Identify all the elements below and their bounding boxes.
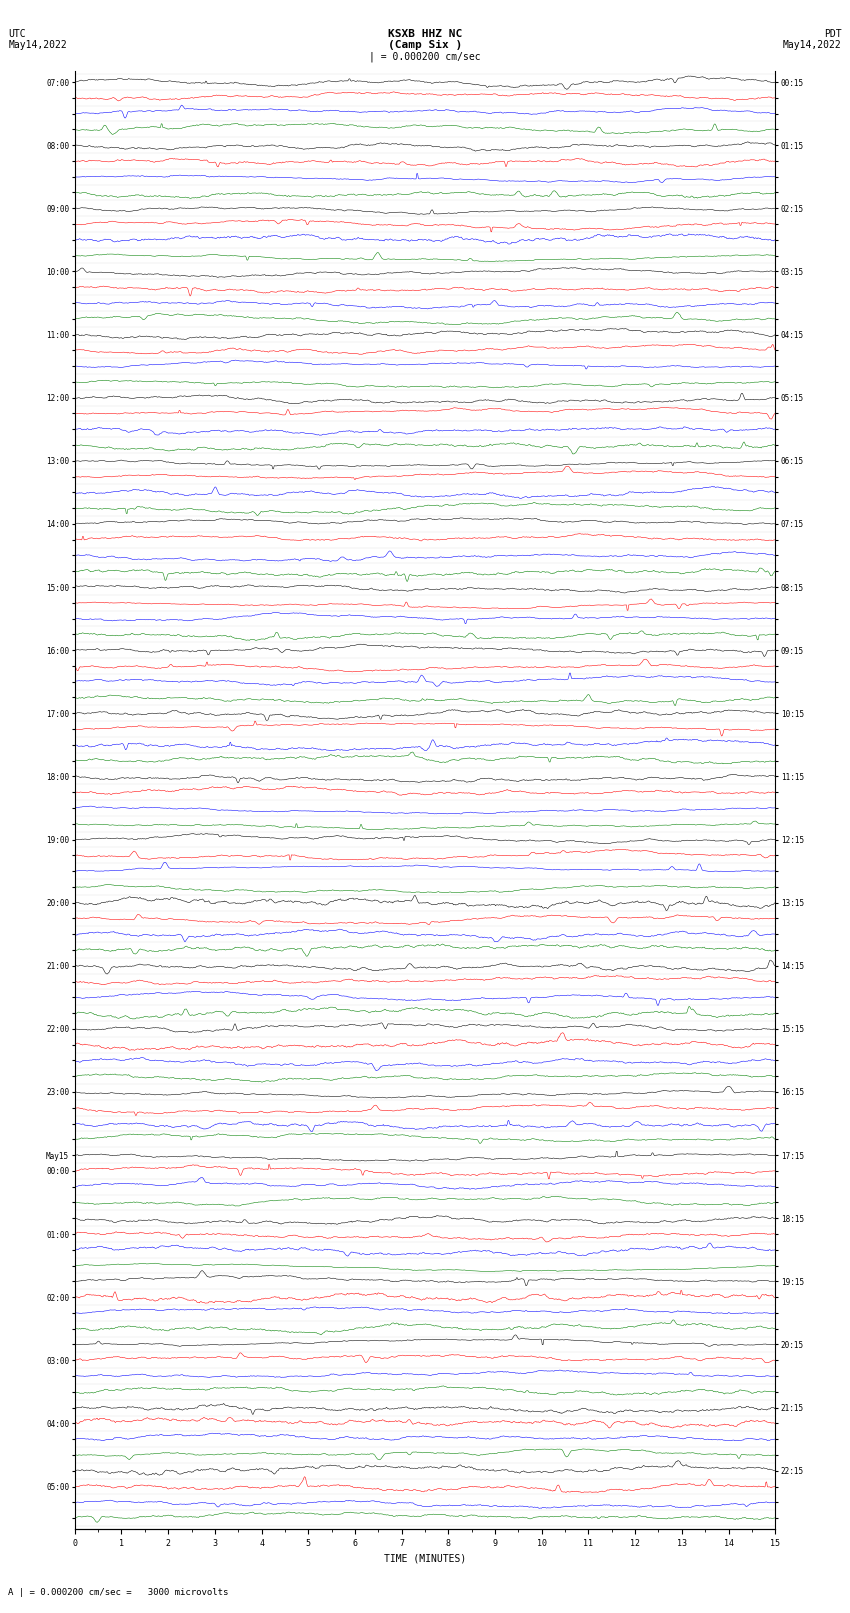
Text: PDT: PDT xyxy=(824,29,842,39)
Text: | = 0.000200 cm/sec: | = 0.000200 cm/sec xyxy=(369,52,481,63)
Text: May14,2022: May14,2022 xyxy=(8,40,67,50)
Text: UTC: UTC xyxy=(8,29,26,39)
Text: May14,2022: May14,2022 xyxy=(783,40,842,50)
Text: (Camp Six ): (Camp Six ) xyxy=(388,40,462,50)
Text: KSXB HHZ NC: KSXB HHZ NC xyxy=(388,29,462,39)
X-axis label: TIME (MINUTES): TIME (MINUTES) xyxy=(384,1553,466,1563)
Text: A | = 0.000200 cm/sec =   3000 microvolts: A | = 0.000200 cm/sec = 3000 microvolts xyxy=(8,1587,229,1597)
